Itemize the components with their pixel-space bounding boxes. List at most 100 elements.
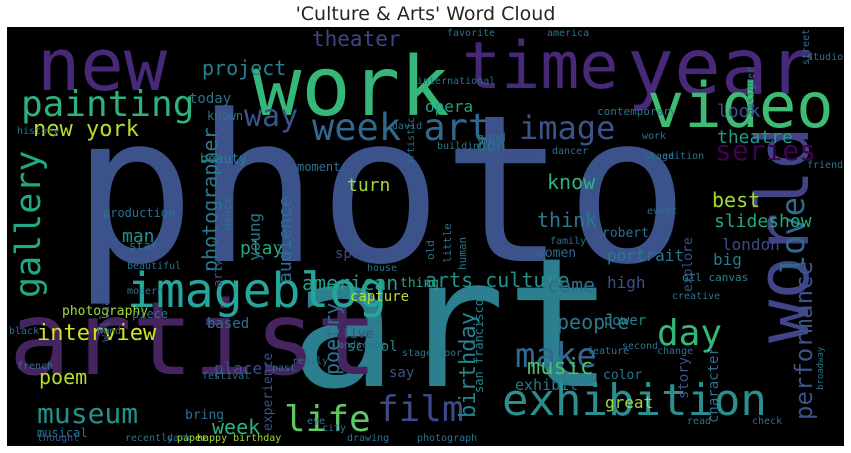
- cloud-word: david: [392, 121, 423, 132]
- cloud-word: creative: [672, 291, 721, 302]
- cloud-word: art: [289, 220, 615, 429]
- cloud-word: beautiful: [127, 261, 182, 272]
- cloud-word: hand: [97, 326, 122, 337]
- cloud-word: come: [547, 273, 596, 297]
- cloud-word: city: [322, 423, 347, 434]
- cloud-word: american: [302, 271, 399, 295]
- cloud-word: artist: [9, 280, 378, 399]
- cloud-word: new: [37, 27, 168, 107]
- cloud-word: event: [647, 206, 678, 217]
- cloud-word: exhibit: [515, 376, 579, 394]
- cloud-word: live: [342, 327, 374, 342]
- cloud-word: stage: [644, 151, 675, 162]
- cloud-word: good: [477, 131, 506, 145]
- cloud-word: international: [417, 76, 496, 87]
- cloud-word: series: [715, 134, 817, 167]
- cloud-word: new york: [33, 117, 139, 142]
- cloud-word: known: [207, 109, 244, 123]
- cloud-word: color: [603, 368, 643, 383]
- cloud-word: dance: [221, 196, 234, 230]
- cloud-word: landscape: [332, 340, 387, 351]
- cloud-word: history: [17, 126, 60, 137]
- cloud-word: favorite: [447, 28, 496, 39]
- cloud-word: know: [547, 170, 596, 194]
- cloud-word: look: [717, 101, 761, 122]
- cloud-word: family: [550, 236, 587, 247]
- cloud-word: young: [245, 212, 264, 261]
- cloud-word: video: [647, 69, 834, 142]
- cloud-word: robert: [602, 226, 649, 241]
- cloud-word: man: [122, 226, 155, 247]
- cloud-word: school: [347, 339, 398, 355]
- cloud-word: star: [129, 239, 158, 253]
- cloud-word: studio: [807, 52, 844, 63]
- cloud-word: photography: [62, 304, 149, 319]
- cloud-word: theater: [312, 27, 401, 51]
- cloud-word: french: [17, 361, 54, 372]
- cloud-word: big: [713, 250, 742, 269]
- cloud-word: recently: [125, 433, 174, 444]
- cloud-word: america: [547, 28, 590, 39]
- cloud-word: people: [557, 310, 630, 334]
- cloud-word: photo: [72, 72, 690, 310]
- cloud-word: story: [676, 356, 692, 399]
- cloud-word: festival: [202, 371, 251, 382]
- cloud-word: edition: [662, 151, 705, 162]
- cloud-word: poem: [39, 365, 88, 389]
- cloud-word: opera: [425, 97, 474, 116]
- cloud-word: say: [389, 365, 415, 381]
- cloud-word: play: [240, 238, 284, 259]
- cloud-word: slideshow: [714, 211, 812, 232]
- cloud-word: london: [722, 235, 780, 254]
- cloud-word: arts culture: [425, 268, 570, 292]
- cloud-word: image: [519, 109, 616, 147]
- cloud-word: make: [515, 336, 597, 376]
- cloud-word: really: [292, 356, 329, 367]
- cloud-word: museum: [37, 397, 139, 430]
- cloud-word: past: [272, 363, 297, 374]
- cloud-word: eye: [307, 416, 326, 427]
- cloud-word: thing: [400, 276, 440, 291]
- cloud-word: think: [537, 208, 598, 232]
- cloud-word: old: [424, 239, 437, 260]
- cloud-word: contemporary: [597, 105, 677, 118]
- cloud-word: great: [605, 393, 654, 412]
- cloud-word: character: [706, 346, 722, 423]
- cloud-word: broadway: [816, 346, 826, 391]
- cloud-word: little: [441, 222, 454, 263]
- cloud-word: audience: [275, 196, 296, 284]
- cloud-word: week art: [312, 106, 491, 149]
- cloud-word: feature: [587, 346, 630, 357]
- cloud-word: dancer: [552, 146, 589, 157]
- cloud-word: check: [752, 416, 783, 427]
- cloud-word: time: [462, 29, 619, 104]
- cloud-word: beauty: [200, 152, 247, 167]
- cloud-word: music: [527, 355, 594, 380]
- chart-title: 'Culture & Arts' Word Cloud: [295, 3, 556, 25]
- cloud-word: change: [657, 346, 694, 357]
- cloud-word: house: [367, 263, 398, 274]
- cloud-word: theatre: [717, 127, 793, 148]
- cloud-word: friend: [807, 160, 844, 171]
- cloud-word: bring: [185, 408, 225, 423]
- cloud-word: oil canvas: [682, 271, 749, 284]
- cloud-word: read: [687, 416, 712, 427]
- cloud-word: drawing: [347, 433, 390, 444]
- cloud-word: film: [377, 389, 464, 430]
- cloud-word: human: [456, 236, 469, 270]
- cloud-word: year: [627, 27, 815, 113]
- cloud-word: dark: [167, 433, 192, 444]
- cloud-word: women: [537, 246, 577, 261]
- cloud-word: project: [202, 56, 287, 80]
- cloud-word: thought: [37, 433, 80, 444]
- cloud-word: capture: [350, 289, 410, 305]
- cloud-word: happy birthday: [197, 433, 282, 444]
- cloud-word: san francisco: [472, 298, 486, 393]
- cloud-word: power: [604, 313, 647, 329]
- cloud-word: gallery: [9, 150, 49, 298]
- cloud-word: work: [252, 40, 450, 135]
- cloud-word: based: [207, 316, 250, 332]
- cloud-word: turn: [347, 175, 391, 196]
- cloud-word: second: [622, 341, 659, 352]
- cloud-word: best: [712, 188, 761, 212]
